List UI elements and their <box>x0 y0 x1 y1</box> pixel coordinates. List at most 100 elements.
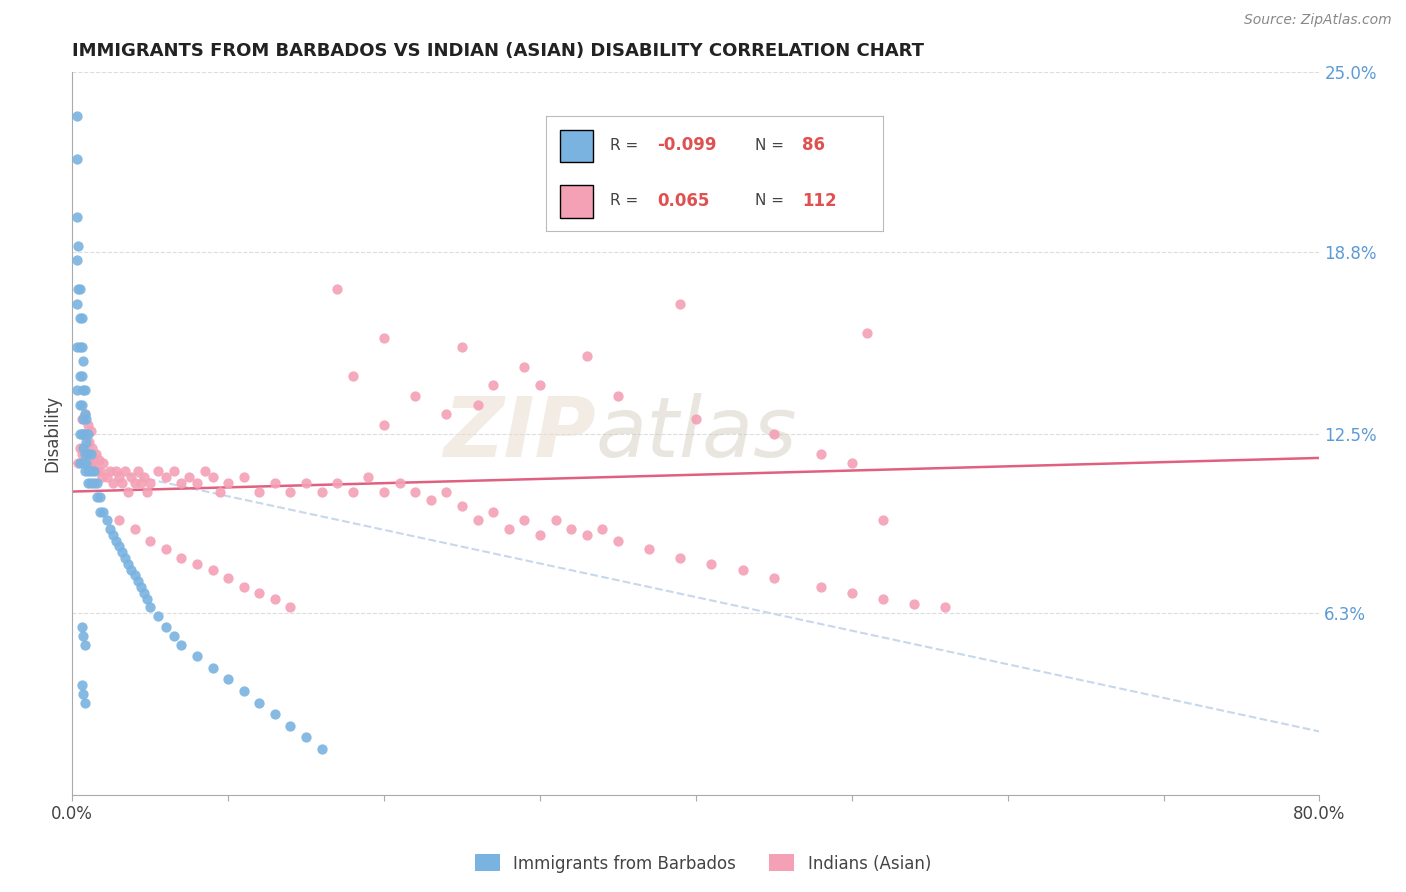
Point <box>856 326 879 340</box>
Point <box>114 464 136 478</box>
Point <box>342 368 364 383</box>
Point <box>295 731 318 745</box>
Point <box>104 533 127 548</box>
Point <box>136 591 159 606</box>
Point <box>498 522 520 536</box>
Point <box>66 340 89 354</box>
Point <box>108 470 131 484</box>
Point <box>66 152 89 166</box>
Point <box>606 533 628 548</box>
Y-axis label: Disability: Disability <box>44 395 60 472</box>
Text: Source: ZipAtlas.com: Source: ZipAtlas.com <box>1244 13 1392 28</box>
Point <box>139 600 162 615</box>
Point <box>170 638 193 652</box>
Point <box>451 499 474 513</box>
Point <box>136 484 159 499</box>
Point <box>373 484 395 499</box>
Point <box>388 475 411 490</box>
Point <box>186 557 208 571</box>
Point <box>280 600 302 615</box>
Point <box>232 470 254 484</box>
Point <box>70 412 93 426</box>
Point <box>72 456 94 470</box>
Point <box>101 475 124 490</box>
Point <box>841 585 863 599</box>
Point <box>72 441 94 455</box>
Point <box>69 398 91 412</box>
Point <box>326 282 349 296</box>
Point <box>121 563 143 577</box>
Point <box>96 470 118 484</box>
Point <box>342 484 364 499</box>
Point <box>80 424 103 438</box>
Point <box>108 513 131 527</box>
Point <box>124 522 146 536</box>
Text: ZIP: ZIP <box>443 393 596 475</box>
Point <box>76 447 98 461</box>
Point <box>810 447 832 461</box>
Point <box>70 620 93 634</box>
Point <box>72 384 94 398</box>
Point <box>69 441 91 455</box>
Point <box>121 470 143 484</box>
Point <box>66 253 89 268</box>
Point <box>70 426 93 441</box>
Point <box>93 456 115 470</box>
Point <box>326 475 349 490</box>
Point <box>98 522 121 536</box>
Point <box>575 528 598 542</box>
Point <box>311 484 333 499</box>
Point <box>73 638 96 652</box>
Point <box>66 109 89 123</box>
Point <box>72 426 94 441</box>
Point <box>201 661 224 675</box>
Point <box>111 475 134 490</box>
Point <box>93 505 115 519</box>
Point <box>73 464 96 478</box>
Point <box>467 398 489 412</box>
Point <box>247 696 270 710</box>
Point <box>66 210 89 224</box>
Point <box>280 719 302 733</box>
Point <box>513 360 536 375</box>
Point <box>69 340 91 354</box>
Point <box>872 513 894 527</box>
Point <box>96 513 118 527</box>
Text: atlas: atlas <box>596 393 797 475</box>
Point <box>482 377 505 392</box>
Point <box>934 600 956 615</box>
Point <box>76 464 98 478</box>
Point <box>86 464 108 478</box>
Point <box>84 447 107 461</box>
Point <box>75 456 97 470</box>
Point <box>762 426 785 441</box>
Point <box>311 741 333 756</box>
Point <box>108 540 131 554</box>
Point <box>76 418 98 433</box>
Point <box>186 649 208 664</box>
Point <box>217 673 239 687</box>
Point <box>127 574 149 589</box>
Point <box>86 475 108 490</box>
Point <box>194 464 217 478</box>
Point <box>139 475 162 490</box>
Point <box>669 551 692 566</box>
Point <box>373 331 395 345</box>
Point <box>73 441 96 455</box>
Point <box>434 407 457 421</box>
Point <box>89 464 111 478</box>
Point <box>762 571 785 585</box>
Point <box>69 282 91 296</box>
Point <box>357 470 380 484</box>
Point <box>73 384 96 398</box>
Point <box>76 475 98 490</box>
Point <box>179 470 201 484</box>
Point <box>529 528 551 542</box>
Point <box>76 447 98 461</box>
Point <box>280 484 302 499</box>
Point <box>67 282 90 296</box>
Point <box>685 412 707 426</box>
Point <box>72 412 94 426</box>
Point <box>146 608 169 623</box>
Point <box>186 475 208 490</box>
